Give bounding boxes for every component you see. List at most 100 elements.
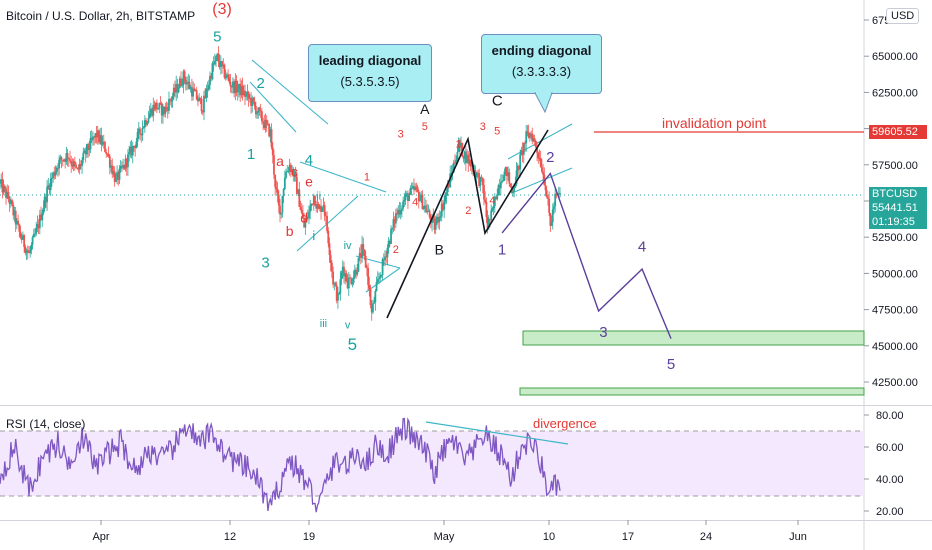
- price-tick-label: 47500.00: [872, 305, 918, 317]
- candle-body: [358, 253, 361, 258]
- candle-body: [206, 88, 209, 90]
- candle-body: [66, 153, 69, 159]
- candle-body: [353, 269, 356, 277]
- candle-body: [487, 219, 490, 229]
- candle-body: [184, 80, 187, 85]
- time-tick-label: 17: [622, 531, 634, 543]
- candle-body: [392, 219, 395, 228]
- candle-body: [323, 205, 326, 216]
- candle-body: [204, 95, 207, 99]
- candle-body: [118, 168, 121, 180]
- candle-body: [516, 165, 519, 171]
- candle-body: [155, 102, 158, 110]
- candle-body: [139, 128, 141, 134]
- candle-body: [308, 211, 310, 219]
- candle-body: [269, 129, 272, 137]
- candle-body: [469, 159, 472, 167]
- candle-body: [382, 259, 385, 261]
- candle-body: [165, 107, 168, 109]
- wave-label: 3: [261, 255, 269, 272]
- candle-body: [275, 187, 278, 190]
- candle-body: [119, 165, 122, 169]
- candle-body: [70, 160, 73, 165]
- candle-body: [532, 138, 535, 142]
- candle-body: [242, 90, 245, 95]
- ending-diagonal-callout: ending diagonal (3.3.3.3.3): [481, 34, 602, 94]
- candle-body: [551, 209, 554, 223]
- candle-body: [172, 87, 175, 97]
- candle-body: [435, 216, 438, 224]
- candle-body: [95, 133, 98, 138]
- candle-body: [146, 122, 149, 125]
- candle-body: [293, 171, 296, 177]
- candle-body: [515, 170, 518, 184]
- candle-body: [107, 154, 110, 157]
- candle-body: [102, 141, 105, 143]
- candles: [0, 46, 561, 321]
- wave-label: 4: [305, 152, 313, 169]
- candle-body: [244, 90, 246, 97]
- candle-body: [232, 81, 234, 88]
- candle-body: [437, 216, 440, 223]
- candle-body: [454, 162, 456, 164]
- candle-body: [135, 141, 138, 149]
- candle-body: [299, 206, 302, 210]
- candle-body: [163, 106, 166, 114]
- candle-body: [365, 267, 368, 269]
- wave-label: c: [291, 163, 298, 179]
- candle-body: [239, 83, 242, 96]
- candle-body: [77, 168, 80, 170]
- candle-body: [215, 56, 217, 61]
- candle-body: [75, 164, 77, 168]
- candle-body: [461, 143, 464, 157]
- candle-body: [50, 177, 53, 179]
- candle-body: [69, 159, 71, 161]
- candle-body: [254, 106, 257, 115]
- currency-badge[interactable]: USD: [886, 8, 920, 24]
- candle-body: [439, 216, 442, 218]
- candle-body: [105, 151, 108, 154]
- candle-body: [378, 278, 380, 280]
- candle-body: [222, 64, 225, 67]
- candle-body: [2, 185, 5, 193]
- candle-body: [250, 98, 252, 106]
- candle-body: [464, 151, 467, 164]
- wave-label: 3: [398, 128, 404, 140]
- wave-label: b: [286, 223, 294, 239]
- candle-body: [545, 190, 548, 197]
- candle-body: [315, 205, 318, 209]
- candle-body: [407, 193, 409, 202]
- candle-body: [531, 133, 534, 142]
- candle-body: [177, 87, 180, 93]
- candle-body: [409, 188, 412, 195]
- candle-body: [405, 193, 408, 195]
- candle-body: [31, 237, 34, 245]
- candle-body: [87, 144, 90, 150]
- wave-label: 5: [494, 125, 500, 137]
- candle-body: [3, 185, 6, 189]
- candle-body: [43, 196, 46, 208]
- candle-body: [334, 283, 337, 286]
- candle-body: [533, 138, 536, 141]
- candle-body: [210, 75, 213, 79]
- candle-body: [133, 145, 135, 147]
- candle-body: [93, 136, 96, 138]
- candle-body: [141, 127, 144, 136]
- candle-body: [324, 215, 327, 217]
- candle-body: [61, 160, 64, 162]
- candle-body: [508, 172, 511, 184]
- candle-body: [186, 82, 188, 85]
- candle-body: [111, 165, 114, 175]
- candle-body: [288, 164, 291, 171]
- candle-body: [458, 140, 461, 147]
- candle-body: [19, 231, 22, 237]
- candle-body: [89, 137, 92, 150]
- candle-body: [538, 158, 541, 160]
- candle-body: [504, 166, 507, 172]
- candle-body: [388, 240, 391, 244]
- candle-body: [524, 143, 526, 145]
- candle-body: [274, 174, 277, 188]
- candle-body: [539, 158, 542, 167]
